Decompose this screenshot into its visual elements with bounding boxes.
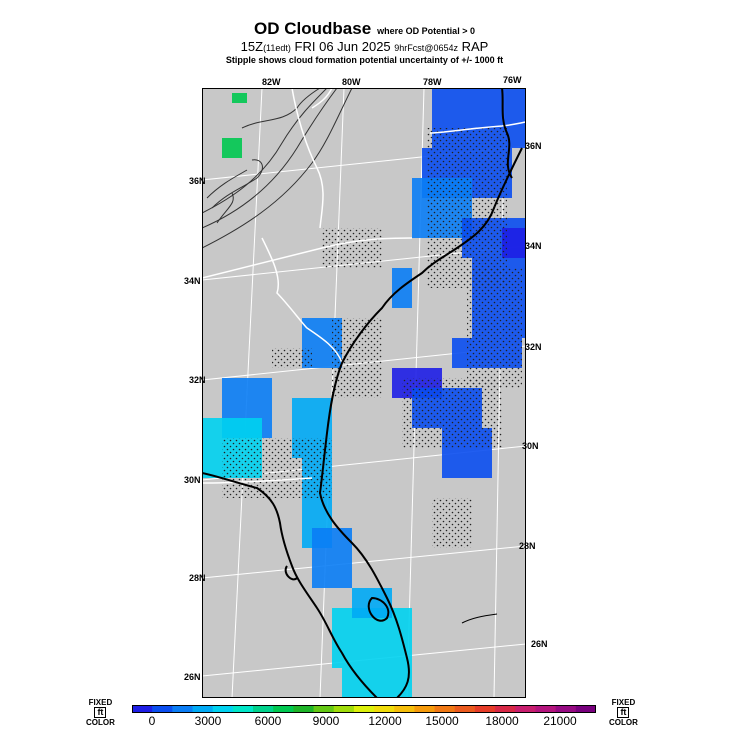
colorbar-segment xyxy=(575,705,596,713)
lat-label-left-28n: 28N xyxy=(189,573,206,583)
colorbar-segment xyxy=(232,705,254,713)
colorbar-segment xyxy=(454,705,476,713)
lat-label-left-34n: 34N xyxy=(184,276,201,286)
colorbar-segment xyxy=(172,705,194,713)
colorbar-left-top: FIXED xyxy=(88,698,113,707)
colorbar-segment xyxy=(555,705,577,713)
colorbar-tick-label: 6000 xyxy=(254,714,282,728)
colorbar-tick-label: 0 xyxy=(148,714,156,728)
colorbar-left-bottom: COLOR xyxy=(86,718,115,727)
colorbar-right-unit: ft xyxy=(617,707,630,718)
colorbar-left-unit: ft xyxy=(94,707,107,718)
coastline xyxy=(202,88,523,698)
colorbar-segment xyxy=(394,705,415,713)
colorbar-segment xyxy=(192,705,214,713)
title-main: OD Cloudbase xyxy=(254,19,372,38)
lat-label-left-36n: 36N xyxy=(189,176,206,186)
colorbar-tick-label: 9000 xyxy=(312,714,340,728)
lat-label-right-34n: 34N xyxy=(525,241,542,251)
colorbar-segment xyxy=(474,705,496,713)
colorbar-segment xyxy=(132,705,153,713)
colorbar-segment xyxy=(374,705,395,713)
colorbar-segment xyxy=(535,705,557,713)
cloudbase-cell xyxy=(352,588,392,618)
colorbar-segment xyxy=(353,705,375,713)
colorbar-segment xyxy=(212,705,234,713)
lat-label-right-26n: 26N xyxy=(531,639,548,649)
valid-time: 15Z xyxy=(240,39,264,54)
state-borders xyxy=(202,88,526,484)
title-note: where OD Potential > 0 xyxy=(377,26,475,36)
colorbar-segment xyxy=(495,705,516,713)
colorbar-segment xyxy=(293,705,315,713)
colorbar-left-legend: FIXED ft COLOR xyxy=(86,698,115,727)
lon-label-82w: 82W xyxy=(262,77,281,87)
lon-label-80w: 80W xyxy=(342,77,361,87)
valid-local-time: (11edt) xyxy=(263,43,291,53)
colorbar-right-legend: FIXED ft COLOR xyxy=(609,698,638,727)
lat-label-right-30n: 30N xyxy=(522,441,539,451)
model-name: RAP xyxy=(461,39,489,54)
colorbar-segment xyxy=(152,705,173,713)
stipple-note: Stipple shows cloud formation potential … xyxy=(225,55,504,65)
graticule-line xyxy=(202,545,526,579)
colorbar-outline xyxy=(132,705,596,713)
colorbar-tick-label: 3000 xyxy=(194,714,222,728)
colorbar-segment xyxy=(253,705,274,713)
lat-label-right-32n: 32N xyxy=(525,342,542,352)
lat-label-left-32n: 32N xyxy=(189,375,206,385)
lon-label-76w: 76W xyxy=(503,75,522,85)
lat-label-left-26n: 26N xyxy=(184,672,201,682)
colorbar-segment xyxy=(313,705,335,713)
colorbar-right-bottom: COLOR xyxy=(609,718,638,727)
lat-label-right-36n: 36N xyxy=(525,141,542,151)
colorbar-tick-label: 12000 xyxy=(368,714,402,728)
lat-label-left-30n: 30N xyxy=(184,475,201,485)
map-border xyxy=(202,88,526,698)
map-panel xyxy=(202,88,526,698)
colorbar-segment xyxy=(434,705,456,713)
colorbar-segment xyxy=(515,705,536,713)
colorbar-tick-label: 18000 xyxy=(485,714,519,728)
lon-label-78w: 78W xyxy=(423,77,442,87)
valid-time-line: 15Z(11edt) FRI 06 Jun 2025 9hrFcst@0654z… xyxy=(0,39,729,54)
chart-title: OD Cloudbase where OD Potential > 0 xyxy=(0,19,729,39)
colorbar xyxy=(132,705,596,713)
keys-coast xyxy=(461,613,498,624)
colorbar-segment xyxy=(333,705,355,713)
colorbar-right-top: FIXED xyxy=(611,698,636,707)
cloudbase-cell xyxy=(232,93,247,103)
colorbar-segment xyxy=(273,705,294,713)
terrain-contours xyxy=(202,88,353,249)
valid-date: FRI 06 Jun 2025 xyxy=(294,39,391,54)
colorbar-segment xyxy=(414,705,436,713)
lat-label-right-28n: 28N xyxy=(519,541,536,551)
colorbar-tick-label: 21000 xyxy=(543,714,577,728)
forecast-info: 9hrFcst@0654z xyxy=(394,43,458,53)
cloudbase-cell xyxy=(312,528,352,588)
colorbar-tick-label: 15000 xyxy=(425,714,459,728)
cloudbase-cell xyxy=(222,138,242,158)
